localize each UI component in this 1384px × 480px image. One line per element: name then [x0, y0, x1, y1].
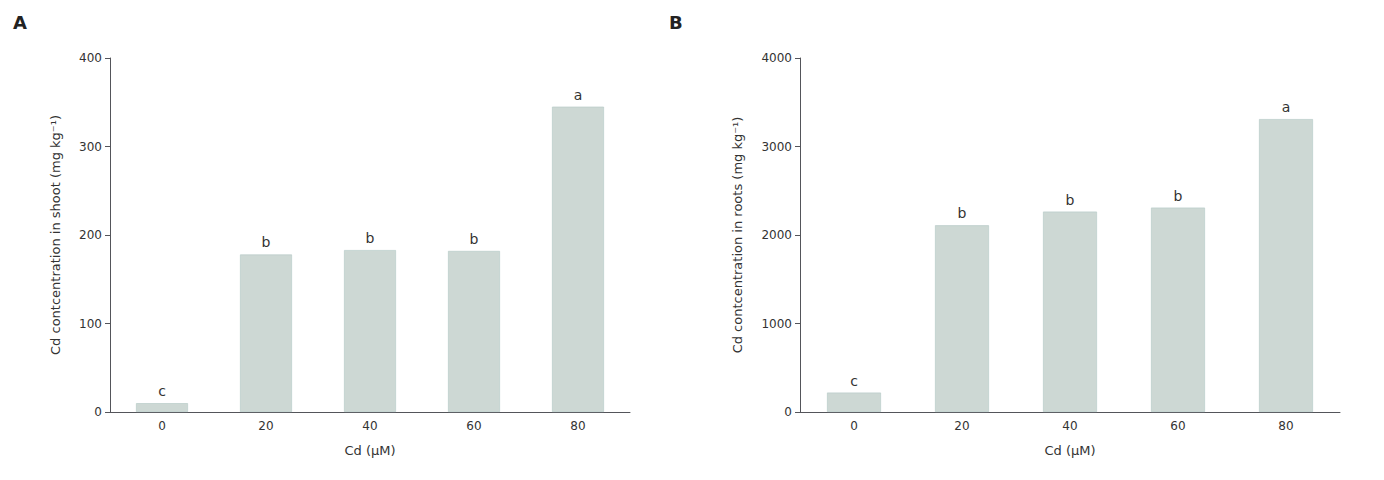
svg-text:0: 0 — [784, 405, 792, 419]
svg-text:Cd contcentration in roots (mg: Cd contcentration in roots (mg kg⁻¹) — [730, 117, 745, 354]
svg-text:Cd contcentration in shoot (mg: Cd contcentration in shoot (mg kg⁻¹) — [48, 115, 63, 355]
svg-text:1000: 1000 — [761, 317, 792, 331]
svg-text:60: 60 — [466, 419, 481, 433]
svg-text:200: 200 — [79, 228, 102, 242]
svg-text:80: 80 — [570, 419, 585, 433]
svg-text:Cd (μM): Cd (μM) — [1044, 443, 1095, 458]
svg-text:c: c — [158, 383, 166, 399]
svg-text:0: 0 — [94, 405, 102, 419]
svg-text:b: b — [470, 231, 479, 247]
svg-text:c: c — [850, 373, 858, 389]
svg-text:80: 80 — [1278, 419, 1293, 433]
svg-text:0: 0 — [850, 419, 858, 433]
svg-text:b: b — [366, 230, 375, 246]
svg-text:4000: 4000 — [761, 51, 792, 65]
svg-text:3000: 3000 — [761, 140, 792, 154]
svg-text:0: 0 — [158, 419, 166, 433]
svg-text:B: B — [669, 12, 683, 33]
svg-text:100: 100 — [79, 317, 102, 331]
svg-text:60: 60 — [1170, 419, 1185, 433]
svg-text:300: 300 — [79, 140, 102, 154]
svg-text:20: 20 — [954, 419, 969, 433]
svg-text:40: 40 — [1062, 419, 1077, 433]
svg-text:400: 400 — [79, 51, 102, 65]
svg-text:a: a — [574, 87, 583, 103]
svg-text:A: A — [13, 12, 27, 33]
svg-text:20: 20 — [258, 419, 273, 433]
svg-text:a: a — [1282, 99, 1291, 115]
svg-text:40: 40 — [362, 419, 377, 433]
svg-text:b: b — [262, 234, 271, 250]
svg-text:b: b — [958, 205, 967, 221]
svg-text:b: b — [1066, 192, 1075, 208]
svg-text:b: b — [1174, 188, 1183, 204]
svg-text:2000: 2000 — [761, 228, 792, 242]
svg-text:Cd (μM): Cd (μM) — [344, 443, 395, 458]
